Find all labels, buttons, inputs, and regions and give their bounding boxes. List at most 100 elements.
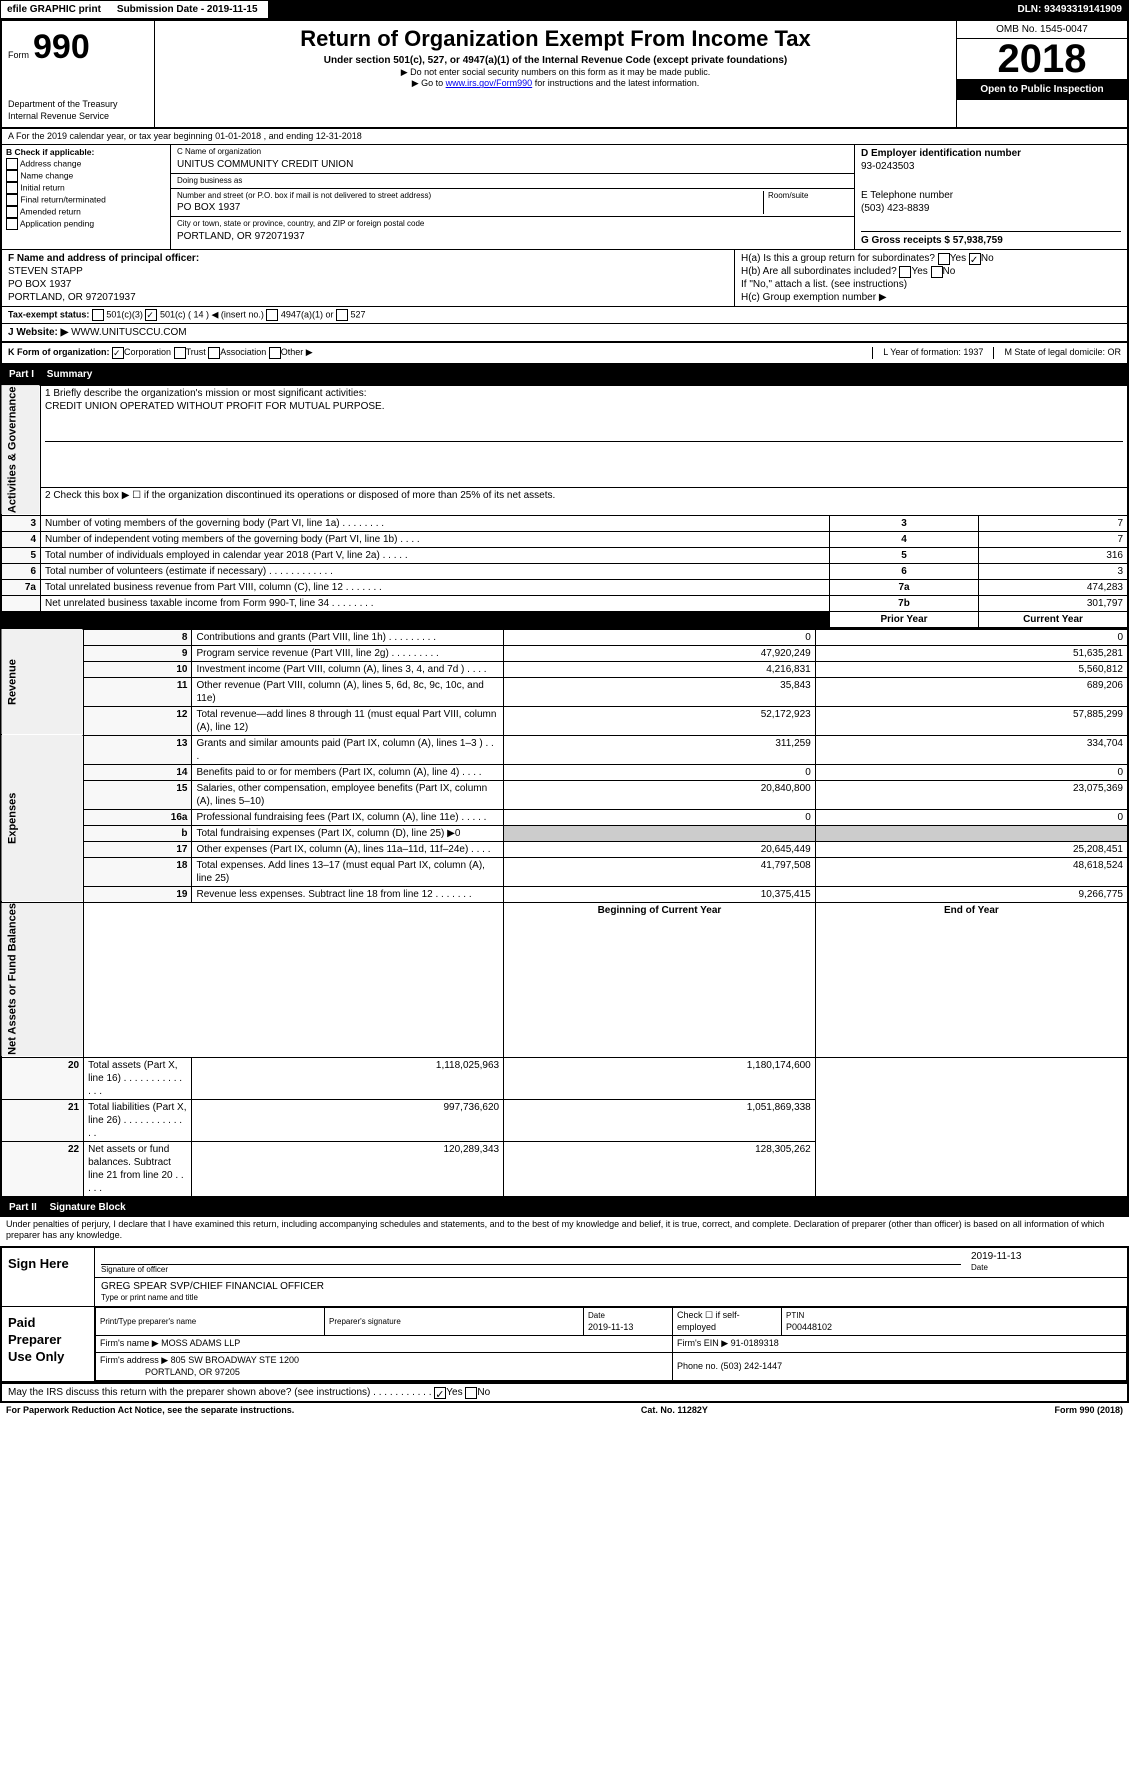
checkbox-item[interactable]: Address change [6, 158, 166, 170]
table-row: 16aProfessional fundraising fees (Part I… [1, 809, 1128, 825]
name-title: GREG SPEAR SVP/CHIEF FINANCIAL OFFICER [101, 1280, 1121, 1293]
discuss-yes[interactable]: Yes [446, 1387, 462, 1398]
firm-name: MOSS ADAMS LLP [161, 1338, 240, 1348]
table-row: 20Total assets (Part X, line 16) . . . .… [1, 1057, 1128, 1099]
checkbox-item[interactable]: Final return/terminated [6, 194, 166, 206]
self-emp-check[interactable]: Check ☐ if self-employed [677, 1310, 740, 1332]
ha-label: H(a) Is this a group return for subordin… [741, 253, 935, 264]
website-label: J Website: ▶ [8, 326, 68, 339]
phone: (503) 242-1447 [721, 1361, 783, 1371]
department: Department of the Treasury Internal Reve… [8, 99, 148, 122]
note-goto-pre: ▶ Go to [412, 78, 446, 88]
sign-here-label: Sign Here [2, 1248, 95, 1306]
tax-year: 2018 [957, 39, 1127, 79]
yes-label2: Yes [911, 266, 927, 277]
room-label: Room/suite [768, 191, 848, 201]
checkbox-item[interactable]: Name change [6, 170, 166, 182]
firm-name-label: Firm's name ▶ [100, 1338, 159, 1348]
vtab-governance: Activities & Governance [1, 385, 41, 515]
sig-date: 2019-11-13 [971, 1250, 1121, 1263]
hb-label: H(b) Are all subordinates included? [741, 266, 897, 277]
addr: PO BOX 1937 [177, 201, 763, 214]
table-row: 12Total revenue—add lines 8 through 11 (… [1, 706, 1128, 735]
firm-addr-label: Firm's address ▶ [100, 1355, 168, 1365]
corp: Corporation [124, 347, 171, 359]
paid-preparer-label: Paid Preparer Use Only [2, 1307, 95, 1381]
line-a: A For the 2019 calendar year, or tax yea… [0, 129, 1129, 146]
ein: 93-0243503 [861, 160, 1121, 173]
officer-name: STEVEN STAPP [8, 265, 728, 278]
form-label: Form [8, 50, 29, 62]
hdr-beginning: Beginning of Current Year [504, 902, 816, 1057]
form-subtitle: Under section 501(c), 527, or 4947(a)(1)… [161, 54, 950, 67]
table-row: 17Other expenses (Part IX, column (A), l… [1, 841, 1128, 857]
table-row: 6Total number of volunteers (estimate if… [1, 563, 1128, 579]
prep-date-label: Date [588, 1311, 605, 1320]
hc-label: H(c) Group exemption number ▶ [741, 291, 1121, 304]
table-row: Net unrelated business taxable income fr… [1, 595, 1128, 611]
501c: 501(c) ( 14 ) ◀ (insert no.) [160, 310, 264, 320]
open-public: Open to Public Inspection [957, 79, 1127, 100]
website-url[interactable]: WWW.UNITUSCCU.COM [71, 326, 187, 339]
gross-receipts: G Gross receipts $ 57,938,759 [861, 231, 1121, 247]
no-label: No [981, 253, 994, 264]
q1-value: CREDIT UNION OPERATED WITHOUT PROFIT FOR… [45, 400, 1123, 413]
form-title: Return of Organization Exempt From Incom… [161, 25, 950, 54]
officer-addr1: PO BOX 1937 [8, 278, 728, 291]
name-label: C Name of organization [177, 147, 848, 157]
addr-label: Number and street (or P.O. box if mail i… [177, 191, 763, 201]
other: Other ▶ [281, 347, 313, 359]
firm-ein: 91-0189318 [731, 1338, 779, 1348]
checkbox-item[interactable]: Amended return [6, 206, 166, 218]
col-b: B Check if applicable: Address change Na… [2, 145, 171, 249]
table-row: 7aTotal unrelated business revenue from … [1, 579, 1128, 595]
checkbox-item[interactable]: Application pending [6, 218, 166, 230]
officer-label: F Name and address of principal officer: [8, 252, 728, 265]
submission-date: Submission Date - 2019-11-15 [107, 1, 268, 18]
ptin-label: PTIN [786, 1311, 804, 1320]
irs-link[interactable]: www.irs.gov/Form990 [446, 78, 533, 88]
q1-label: 1 Briefly describe the organization's mi… [45, 387, 1123, 400]
501c3: 501(c)(3) [106, 310, 143, 320]
note-goto-post: for instructions and the latest informat… [535, 78, 700, 88]
tel-label: E Telephone number [861, 189, 1121, 202]
vtab-netassets: Net Assets or Fund Balances [1, 902, 84, 1057]
dba-label: Doing business as [177, 176, 848, 186]
org-name: UNITUS COMMUNITY CREDIT UNION [177, 158, 848, 171]
checkbox-item[interactable]: Initial return [6, 182, 166, 194]
telephone: (503) 423-8839 [861, 202, 1121, 215]
perjury-statement: Under penalties of perjury, I declare th… [0, 1217, 1129, 1244]
table-row: Revenue8Contributions and grants (Part V… [1, 629, 1128, 645]
hdr-end: End of Year [815, 902, 1128, 1057]
dln: DLN: 93493319141909 [1011, 1, 1128, 18]
sig-officer-label: Signature of officer [101, 1265, 961, 1275]
form-number: 990 [33, 25, 90, 69]
k-label: K Form of organization: [8, 347, 110, 359]
527: 527 [350, 310, 365, 320]
efile-link[interactable]: efile GRAPHIC print [1, 1, 107, 18]
hdr-current: Current Year [979, 611, 1129, 628]
assoc: Association [220, 347, 266, 359]
pra-notice: For Paperwork Reduction Act Notice, see … [6, 1405, 294, 1417]
phone-label: Phone no. [677, 1361, 718, 1371]
no-label2: No [943, 266, 956, 277]
table-row: 3Number of voting members of the governi… [1, 515, 1128, 531]
table-row: 4Number of independent voting members of… [1, 531, 1128, 547]
discuss-no[interactable]: No [477, 1387, 490, 1398]
col-b-title: B Check if applicable: [6, 147, 166, 158]
tax-status-label: Tax-exempt status: [8, 310, 89, 320]
table-row: 21Total liabilities (Part X, line 26) . … [1, 1099, 1128, 1141]
firm-city: PORTLAND, OR 97205 [145, 1367, 240, 1377]
prep-date: 2019-11-13 [588, 1322, 633, 1332]
year-formation: L Year of formation: 1937 [872, 347, 983, 359]
hdr-prior: Prior Year [830, 611, 979, 628]
prep-sig-label: Preparer's signature [329, 1317, 401, 1326]
ein-label: D Employer identification number [861, 147, 1121, 160]
yes-label: Yes [950, 253, 966, 264]
q2: 2 Check this box ▶ ☐ if the organization… [41, 487, 1129, 515]
table-row: 22Net assets or fund balances. Subtract … [1, 1141, 1128, 1197]
city-label: City or town, state or province, country… [177, 219, 848, 229]
state-domicile: M State of legal domicile: OR [993, 347, 1121, 359]
top-bar: efile GRAPHIC print Submission Date - 20… [0, 0, 1129, 19]
cat-no: Cat. No. 11282Y [641, 1405, 708, 1417]
